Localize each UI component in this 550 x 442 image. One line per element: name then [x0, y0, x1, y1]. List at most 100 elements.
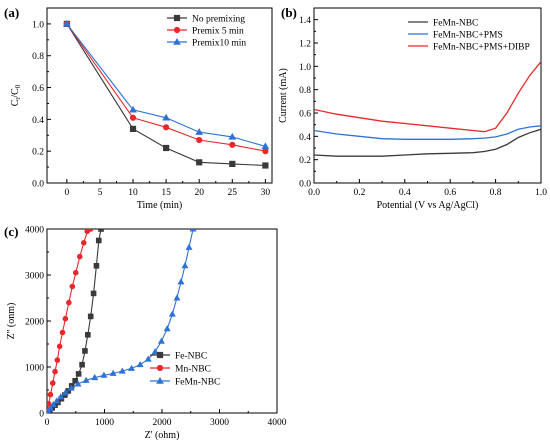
x-tick-label: 20 [194, 188, 204, 198]
data-point [93, 263, 100, 269]
data-point [54, 357, 61, 363]
data-point [109, 369, 117, 376]
data-point [85, 332, 91, 338]
y-tick-label: 0.2 [299, 156, 311, 166]
y-tick-label: 0.2 [32, 148, 44, 158]
data-point [98, 229, 104, 232]
x-tick-label: 0.8 [490, 188, 502, 198]
y-tick-label: 0.4 [32, 116, 44, 126]
data-point [81, 240, 87, 246]
x-tick-label: 10 [128, 188, 138, 198]
data-point [52, 368, 58, 375]
data-point [168, 310, 176, 317]
legend-label: Premix10 min [192, 39, 246, 49]
data-point [87, 313, 94, 320]
legend-label: FeMn-NBC+PMS+DIBP [433, 43, 530, 53]
x-tick-label: 0 [45, 418, 50, 428]
x-tick-label: 4000 [268, 418, 287, 428]
data-point [262, 162, 269, 169]
data-point [144, 355, 152, 362]
data-point [228, 132, 237, 140]
data-point [82, 376, 90, 383]
legend-label: Mn-NBC [175, 365, 211, 375]
data-point [129, 125, 137, 133]
data-point [129, 114, 137, 121]
data-point [229, 160, 236, 168]
data-point [196, 136, 203, 144]
panel-label: (a) [4, 5, 19, 20]
x-tick-label: 0.4 [399, 188, 411, 198]
data-point [151, 348, 159, 355]
data-point [100, 371, 108, 378]
x-tick-label: 0 [64, 188, 69, 198]
y-tick-label: 0.6 [32, 84, 44, 94]
data-point [53, 397, 61, 404]
y-tick-label: 2000 [25, 318, 44, 328]
legend-marker [173, 38, 181, 45]
data-point [91, 373, 99, 381]
data-point [49, 401, 57, 408]
y-tick-label: 0.0 [299, 180, 311, 190]
series-line-femn-nbc [314, 128, 541, 157]
y-tick-label: 1.4 [299, 16, 311, 26]
legend-marker [156, 351, 164, 359]
series-line-femn-nbc-pms [314, 125, 541, 140]
data-point [195, 128, 204, 135]
legend-label: FeMn-NBC+PMS [433, 31, 503, 41]
data-point [79, 361, 85, 368]
series-line-mn-nbc [47, 229, 92, 411]
y-tick-label: 0.8 [299, 86, 311, 96]
y-axis-title: Z'' (onm) [6, 303, 17, 340]
data-point [261, 142, 270, 150]
panel-label: (b) [281, 5, 297, 20]
data-point [57, 393, 65, 400]
y-tick-label: 4000 [25, 226, 44, 236]
y-tick-label: 1.0 [299, 63, 311, 73]
y-tick-label: 1000 [25, 364, 44, 374]
data-point [229, 141, 236, 148]
legend-label: Fe-NBC [175, 352, 207, 362]
data-point [196, 159, 203, 166]
y-tick-label: 0.0 [32, 180, 44, 190]
series-line-femn-nbc-pms-dibp [314, 61, 541, 133]
data-point [262, 148, 269, 155]
x-tick-label: 3000 [210, 418, 229, 428]
x-tick-label: 0.6 [444, 188, 456, 198]
data-point [128, 364, 136, 371]
x-tick-label: 30 [261, 188, 271, 198]
data-point [76, 253, 83, 260]
data-point [72, 378, 78, 384]
data-point [61, 389, 69, 396]
x-axis-title: Time (min) [137, 200, 182, 211]
y-tick-label: 0.4 [299, 133, 311, 143]
x-tick-label: 5 [98, 188, 103, 198]
series-group [63, 19, 270, 169]
y-axis-title-part: C [10, 99, 21, 106]
y-axis-title-part: /C [10, 88, 21, 98]
data-point [75, 371, 82, 377]
y-axis-title-part: t [14, 98, 22, 100]
data-point [74, 380, 82, 387]
data-point [67, 384, 75, 391]
data-point [163, 325, 171, 332]
data-point [66, 299, 72, 306]
series-line-premix10-min [66, 23, 266, 147]
series-line-no-premixing [66, 23, 266, 167]
data-point [87, 229, 94, 232]
data-point [157, 337, 165, 344]
y-tick-label: 0.8 [32, 52, 44, 62]
series-group [47, 229, 197, 413]
x-tick-label: 25 [228, 188, 238, 198]
data-point [177, 278, 185, 285]
data-point [47, 404, 54, 411]
x-tick-label: 1.0 [535, 188, 547, 198]
data-point [69, 283, 76, 290]
panel-label: (c) [4, 224, 18, 239]
y-tick-label: 3000 [25, 272, 44, 282]
y-tick-label: 1.0 [32, 20, 44, 30]
data-point [136, 361, 144, 368]
y-axis-title: Ct/C0 [10, 84, 22, 106]
legend: No premixing Premix 5 min Premix10 min [167, 15, 246, 49]
data-point [47, 391, 54, 398]
